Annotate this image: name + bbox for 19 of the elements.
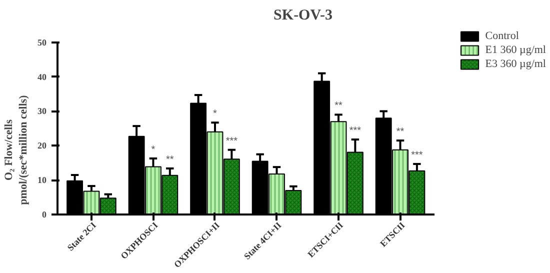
annotation: * — [151, 144, 156, 156]
y-tick-label: 40 — [38, 72, 47, 82]
legend-label: Control — [485, 30, 519, 42]
annotation: *** — [226, 136, 238, 147]
annotation: *** — [349, 125, 362, 136]
annotation: *** — [411, 150, 423, 161]
chart-title: SK-OV-3 — [274, 8, 332, 24]
annotation: ** — [396, 126, 404, 138]
annotation: ** — [166, 154, 174, 166]
annotation: ** — [334, 100, 343, 112]
y-tick-label: 50 — [38, 37, 47, 48]
y-tick-label: 10 — [38, 175, 47, 186]
legend-label: E1 360 µg/ml — [485, 44, 546, 56]
annotation: * — [213, 108, 218, 120]
y-axis-title: O₂ Flow/cells pmol/(sec*million cells) — [3, 94, 30, 205]
y-tick-label: 0 — [42, 210, 47, 220]
y-tick-label: 30 — [38, 106, 47, 116]
legend-label: E3 360 µg/ml — [485, 58, 546, 70]
y-tick-label: 20 — [38, 140, 47, 151]
